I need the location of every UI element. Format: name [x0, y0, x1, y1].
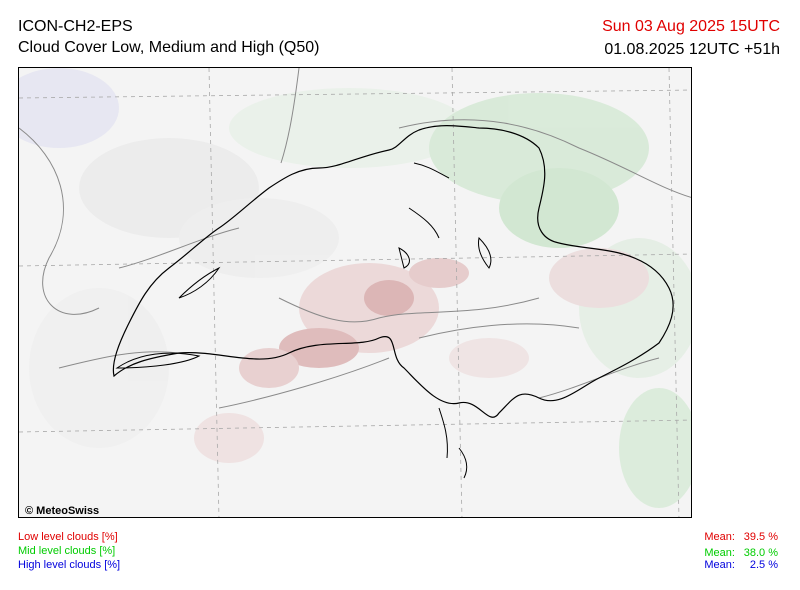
mean-high-label: Mean: — [704, 559, 735, 571]
legend-high-clouds: High level clouds [%] — [18, 559, 121, 571]
run-time: 01.08.2025 12UTC +51h — [604, 41, 780, 58]
low-cloud-patches — [194, 248, 649, 463]
mean-low-clouds: Mean: 39.5 % — [704, 531, 778, 543]
mean-high-clouds: Mean: 2.5 % — [704, 559, 778, 571]
coordinate-grid — [19, 68, 691, 517]
lakes — [115, 162, 492, 479]
valid-time: Sun 03 Aug 2025 15UTC — [602, 18, 780, 35]
mean-mid-value: 38.0 % — [743, 547, 778, 559]
mean-low-value: 39.5 % — [743, 531, 778, 543]
model-title: ICON-CH2-EPS — [18, 18, 133, 35]
cloud-cover-map: © MeteoSwiss — [18, 67, 692, 518]
mean-mid-label: Mean: — [704, 547, 735, 559]
mean-low-label: Mean: — [704, 531, 735, 543]
product-title: Cloud Cover Low, Medium and High (Q50) — [18, 39, 320, 56]
copyright-text: © MeteoSwiss — [25, 505, 99, 517]
legend-low-clouds: Low level clouds [%] — [18, 531, 118, 543]
swiss-border — [112, 125, 674, 418]
legend-mid-clouds: Mid level clouds [%] — [18, 545, 116, 557]
mean-high-value: 2.5 % — [749, 559, 778, 571]
cloud-patches — [19, 68, 691, 508]
mean-mid-clouds: Mean: 38.0 % — [704, 547, 778, 559]
map-canvas: © MeteoSwiss — [19, 68, 691, 517]
